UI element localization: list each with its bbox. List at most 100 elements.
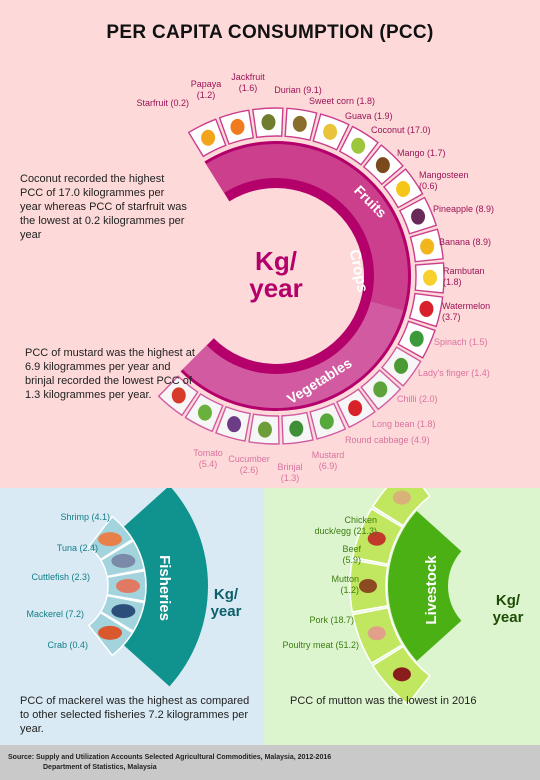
fisheries-chart: Shrimp (4.1) Tuna (2.4) Cuttlefish (2.3) Ma…	[26, 485, 242, 687]
vegetables-note: PCC of mustard was the highest at 6.9 ki…	[25, 347, 195, 401]
crop-label: Pineapple (8.9)	[433, 204, 494, 214]
crops-unit-label-1: Kg/	[255, 246, 297, 276]
crab-icon	[98, 625, 123, 640]
crop-label: Coconut (17.0)	[371, 125, 431, 135]
livestock-unit-1: Kg/	[496, 592, 521, 609]
livestock-name: Chicken	[344, 515, 377, 525]
cuttlefish-icon	[116, 579, 140, 593]
crop-icon-rambutan	[419, 300, 434, 317]
crop-label: Spinach (1.5)	[434, 337, 488, 347]
crop-value: (1.2)	[197, 90, 216, 100]
crop-value: (3.7)	[442, 312, 461, 322]
mackerel-icon	[111, 604, 136, 619]
crop-icon-tomato	[171, 387, 186, 404]
crop-label: Sweet corn (1.8)	[309, 96, 375, 106]
crop-label: Papaya (1.2)	[191, 79, 222, 100]
crop-icon-banana	[422, 269, 437, 286]
crop-label: Mango (1.7)	[397, 148, 446, 158]
crop-label: Rambutan (1.8)	[443, 266, 485, 287]
livestock-label: Chicken duck/egg (21.3)	[314, 515, 377, 536]
fisheries-label: Fisheries	[156, 555, 173, 621]
livestock-label: Poultry meat (51.2)	[282, 640, 359, 650]
fruits-band	[206, 144, 408, 311]
crop-value: (2.6)	[240, 465, 259, 475]
crop-name: Watermelon	[442, 301, 490, 311]
crop-icon-sweet-corn	[323, 123, 338, 140]
crop-name: Tomato	[193, 448, 223, 458]
mutton-icon	[359, 579, 377, 593]
crop-icon-coconut	[375, 157, 390, 174]
crop-icon-spinach	[394, 357, 409, 374]
poultry-meat-icon	[392, 667, 411, 682]
crop-icon-long-bean	[319, 413, 334, 430]
crop-label: Mangosteen (0.6)	[419, 170, 469, 191]
fisheries-unit-2: year	[211, 603, 242, 620]
crop-name: Mangosteen	[419, 170, 469, 180]
crop-icon-durian	[292, 115, 307, 132]
crop-label: Jackfruit (1.6)	[231, 72, 265, 93]
crop-name: Jackfruit	[231, 72, 265, 82]
fisheries-section: Shrimp (4.1) Tuna (2.4) Cuttlefish (2.3) Ma…	[0, 485, 264, 745]
crop-label: Round cabbage (4.9)	[345, 435, 430, 445]
fruits-note: Coconut recorded the highest PCC of 17.0…	[20, 173, 187, 241]
crop-icon-jackfruit	[261, 114, 276, 131]
livestock-section: Chicken duck/egg (21.3) Beef (5.9) Mutton (1.…	[264, 466, 540, 745]
crop-icon-round-cabbage	[289, 420, 304, 437]
crop-label: Banana (8.9)	[439, 237, 491, 247]
crop-icon-starfruit	[201, 129, 216, 146]
crop-label: Long bean (1.8)	[372, 419, 436, 429]
shrimp-icon	[98, 532, 123, 547]
crop-icon-papaya	[230, 118, 245, 135]
crop-value: (6.9)	[319, 461, 338, 471]
crop-label: Guava (1.9)	[345, 111, 393, 121]
fish-label: Tuna (2.4)	[57, 543, 98, 553]
crops-ring-chart: Starfruit (0.2)Papaya (1.2) Jackfruit (1.6)…	[136, 72, 494, 483]
livestock-label: Livestock	[423, 555, 440, 625]
crop-icon-mangosteen	[411, 208, 426, 225]
livestock-name: Mutton	[331, 574, 359, 584]
crop-name: Brinjal	[277, 462, 302, 472]
livestock-name: Beef	[342, 544, 361, 554]
fish-label: Shrimp (4.1)	[60, 512, 110, 522]
crop-label: Tomato (5.4)	[193, 448, 223, 469]
source-line-1: Source: Supply and Utilization Accounts …	[8, 754, 332, 761]
crop-label: Brinjal (1.3)	[277, 462, 302, 483]
crop-value: (1.3)	[281, 473, 300, 483]
livestock-label: Pork (18.7)	[309, 615, 354, 625]
source-line-2: Department of Statistics, Malaysia	[43, 764, 157, 771]
livestock-unit-2: year	[493, 609, 524, 626]
crop-name: Mustard	[312, 450, 345, 460]
crop-icon-pineapple	[420, 238, 435, 255]
livestock-value: (5.9)	[342, 555, 361, 565]
livestock-name-value: duck/egg (21.3)	[314, 526, 377, 536]
chicken-duck-egg-icon	[392, 490, 411, 505]
crop-label: Mustard (6.9)	[312, 450, 345, 471]
crop-name: Cucumber	[228, 454, 270, 464]
fish-label: Mackerel (7.2)	[26, 609, 84, 619]
crop-name: Papaya	[191, 79, 222, 89]
crops-unit-label-2: year	[249, 273, 303, 303]
crop-label: Watermelon (3.7)	[442, 301, 490, 322]
crop-label: Chilli (2.0)	[397, 394, 438, 404]
tuna-icon	[111, 553, 136, 568]
crop-icon-chilli	[348, 400, 363, 417]
livestock-label: Beef (5.9)	[342, 544, 361, 565]
crop-value: (1.8)	[443, 277, 462, 287]
crop-icon-mustard	[257, 421, 272, 438]
crop-label: Lady's finger (1.4)	[418, 368, 490, 378]
livestock-label: Mutton (1.2)	[331, 574, 359, 595]
page-title: PER CAPITA CONSUMPTION (PCC)	[106, 22, 434, 43]
fisheries-band	[123, 485, 209, 687]
crop-value: (1.6)	[239, 83, 258, 93]
fisheries-unit-1: Kg/	[214, 586, 239, 603]
pork-icon	[367, 626, 386, 641]
fish-label: Cuttlefish (2.3)	[31, 572, 90, 582]
livestock-value: (1.2)	[340, 585, 359, 595]
crop-label: Starfruit (0.2)	[136, 98, 189, 108]
crop-label: Durian (9.1)	[274, 85, 322, 95]
crop-name: Rambutan	[443, 266, 485, 276]
vegetables-band	[182, 301, 404, 408]
crop-icon-cucumber	[197, 404, 212, 421]
fisheries-note: PCC of mackerel was the highest as compa…	[20, 695, 250, 735]
